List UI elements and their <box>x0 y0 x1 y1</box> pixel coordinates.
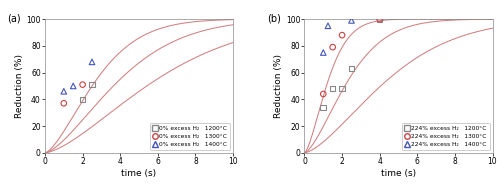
Legend: 224% excess H₂   1200°C, 224% excess H₂   1300°C, 224% excess H₂   1400°C: 224% excess H₂ 1200°C, 224% excess H₂ 13… <box>402 123 490 150</box>
Point <box>320 92 328 96</box>
Point <box>338 34 346 37</box>
Point <box>69 84 77 87</box>
Y-axis label: Reduction (%): Reduction (%) <box>14 54 24 118</box>
Point <box>376 18 384 21</box>
Y-axis label: Reduction (%): Reduction (%) <box>274 54 283 118</box>
Point <box>328 46 336 49</box>
X-axis label: time (s): time (s) <box>122 169 156 178</box>
Point <box>60 90 68 93</box>
Point <box>328 87 336 90</box>
Text: (a): (a) <box>8 14 21 24</box>
Point <box>320 106 328 109</box>
Point <box>88 83 96 86</box>
Point <box>324 24 332 27</box>
Point <box>348 67 356 70</box>
Point <box>60 102 68 105</box>
Point <box>348 19 356 22</box>
Point <box>78 98 86 101</box>
Text: (b): (b) <box>267 14 280 24</box>
Legend: 0% excess H₂   1200°C, 0% excess H₂   1300°C, 0% excess H₂   1400°C: 0% excess H₂ 1200°C, 0% excess H₂ 1300°C… <box>150 123 230 150</box>
Point <box>320 51 328 54</box>
Point <box>338 87 346 90</box>
X-axis label: time (s): time (s) <box>381 169 416 178</box>
Point <box>88 60 96 63</box>
Point <box>78 83 86 86</box>
Point <box>376 18 384 21</box>
